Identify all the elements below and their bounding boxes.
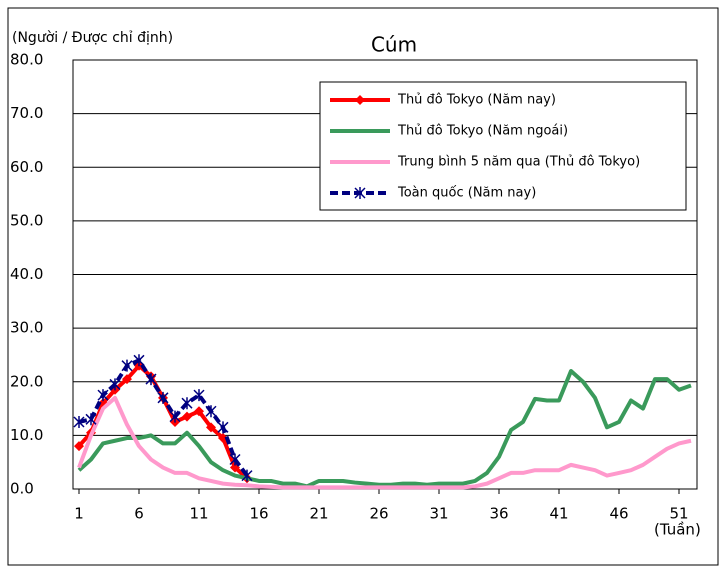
marker bbox=[145, 373, 157, 386]
x-tick-label: 16 bbox=[249, 505, 268, 523]
x-tick-label: 51 bbox=[669, 505, 688, 523]
marker bbox=[181, 397, 193, 410]
frame bbox=[7, 7, 719, 566]
marker bbox=[74, 441, 84, 452]
marker bbox=[229, 453, 241, 466]
y-tick-label: 20.0 bbox=[10, 372, 43, 390]
marker bbox=[205, 405, 217, 418]
series-line bbox=[77, 363, 249, 480]
y-tick-label: 60.0 bbox=[10, 158, 43, 176]
marker bbox=[73, 415, 85, 428]
x-tick-label: 11 bbox=[189, 505, 208, 523]
x-tick-label: 46 bbox=[609, 505, 628, 523]
legend-marker bbox=[354, 187, 366, 199]
x-axis-label: (Tuần) bbox=[654, 521, 701, 539]
chart-title: Cúm bbox=[371, 33, 417, 57]
y-tick-label: 0.0 bbox=[10, 480, 34, 498]
legend-label: Thủ đô Tokyo (Năm nay) bbox=[397, 93, 556, 108]
x-tick-label: 6 bbox=[134, 505, 144, 523]
x-tick-label: 41 bbox=[549, 505, 568, 523]
series-line bbox=[77, 369, 692, 489]
series-line bbox=[77, 395, 692, 490]
marker bbox=[206, 422, 216, 433]
marker bbox=[193, 389, 205, 402]
marker bbox=[85, 413, 97, 426]
marker bbox=[109, 378, 121, 391]
y-tick-label: 50.0 bbox=[10, 211, 43, 229]
marker bbox=[122, 374, 132, 385]
legend-label: Thủ đô Tokyo (Năm ngoái) bbox=[397, 124, 568, 139]
marker bbox=[169, 410, 181, 423]
y-tick-label: 10.0 bbox=[10, 426, 43, 444]
y-tick-label: 30.0 bbox=[10, 319, 43, 337]
x-tick-label: 1 bbox=[74, 505, 84, 523]
legend-label: Trung bình 5 năm qua (Thủ đô Tokyo) bbox=[397, 155, 640, 170]
y-tick-label: 70.0 bbox=[10, 104, 43, 122]
x-tick-label: 36 bbox=[489, 505, 508, 523]
marker bbox=[241, 469, 253, 482]
x-tick-label: 21 bbox=[309, 505, 328, 523]
marker bbox=[182, 411, 192, 422]
y-tick-label: 40.0 bbox=[10, 265, 43, 283]
marker bbox=[194, 406, 204, 417]
marker bbox=[97, 389, 109, 402]
legend-box bbox=[319, 81, 687, 211]
marker bbox=[133, 354, 145, 367]
series-line bbox=[78, 358, 249, 477]
marker bbox=[121, 359, 133, 372]
y-axis-label: (Người / Được chỉ định) bbox=[12, 30, 173, 46]
marker bbox=[217, 421, 229, 434]
marker bbox=[157, 391, 169, 404]
x-tick-label: 31 bbox=[429, 505, 448, 523]
legend-label: Toàn quốc (Năm nay) bbox=[397, 186, 536, 201]
marker bbox=[218, 433, 228, 444]
y-tick-label: 80.0 bbox=[10, 51, 43, 69]
x-tick-label: 26 bbox=[369, 505, 388, 523]
legend-marker bbox=[355, 95, 365, 105]
